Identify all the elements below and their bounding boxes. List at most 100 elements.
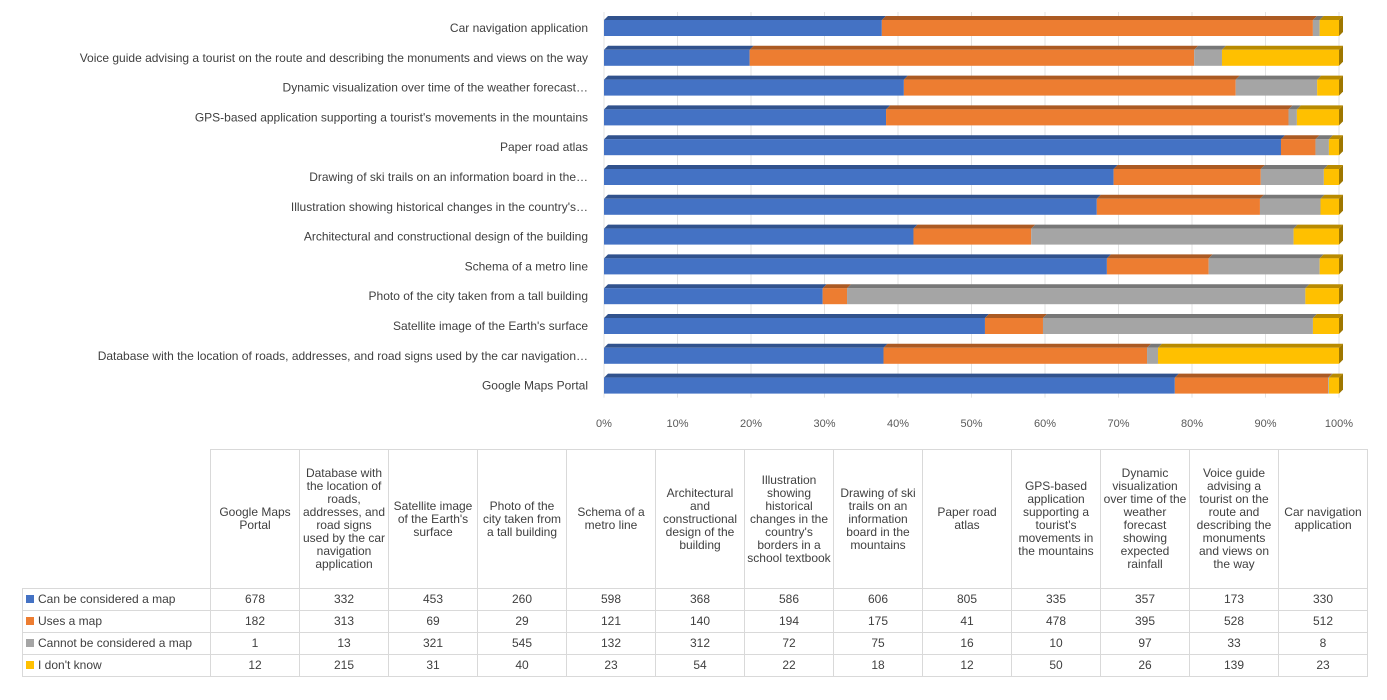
bar-segment-top	[1235, 75, 1322, 80]
category-label: Database with the location of roads, add…	[98, 349, 588, 363]
bar-segment-top	[1221, 45, 1343, 50]
bar-segment	[1260, 169, 1324, 185]
table-cell: 75	[833, 632, 923, 655]
category-label: Car navigation application	[450, 21, 588, 35]
table-cell: 12	[210, 654, 300, 677]
bar-segment	[1194, 49, 1222, 66]
table-cell: 512	[1278, 610, 1368, 633]
legend-entry: Cannot be considered a map	[22, 632, 211, 655]
bar-segment	[604, 377, 1175, 394]
bar-segment-top	[1315, 135, 1333, 140]
bar-segment-top	[1288, 105, 1301, 110]
bar-segment-top	[1328, 135, 1343, 140]
x-tick-label: 0%	[596, 418, 612, 430]
table-cell: 598	[566, 588, 656, 611]
bar-segment	[1096, 198, 1260, 215]
table-cell: 215	[299, 654, 389, 677]
bar-segment	[1328, 139, 1339, 156]
legend-entry: Uses a map	[22, 610, 211, 633]
bar-segment	[604, 288, 823, 305]
bar-segment-top	[1260, 165, 1328, 169]
table-cell: 10	[1011, 632, 1101, 655]
bar-segment	[1174, 377, 1329, 394]
bar-segment	[604, 109, 887, 126]
table-cell: 175	[833, 610, 923, 633]
table-column-header: Paper road atlas	[922, 449, 1012, 589]
table-cell: 72	[744, 632, 834, 655]
legend-label: Can be considered a map	[38, 592, 176, 606]
x-tick-label: 10%	[666, 418, 688, 430]
bar-segment	[604, 258, 1107, 275]
table-cell: 121	[566, 610, 656, 633]
bar-segment	[1312, 318, 1339, 334]
table-cell: 26	[1100, 654, 1190, 677]
bar-segment-top	[1328, 373, 1333, 378]
table-cell: 40	[477, 654, 567, 677]
category-label: Schema of a metro line	[465, 259, 589, 273]
bar-side	[1339, 373, 1343, 394]
table-cell: 23	[1278, 654, 1368, 677]
bar-segment	[1208, 258, 1320, 275]
table-cell: 8	[1278, 632, 1368, 655]
bar-segment	[1113, 169, 1261, 185]
bar-segment	[913, 228, 1032, 245]
bar-segment	[1319, 258, 1339, 275]
bar-segment-top	[1106, 254, 1213, 259]
bar-segment	[604, 139, 1281, 156]
legend-swatch	[26, 617, 34, 625]
table-cell: 140	[655, 610, 745, 633]
stacked-bar-chart: Car navigation application Voice guide ad…	[80, 12, 1353, 430]
bar-segment	[886, 109, 1289, 126]
table-cell: 586	[744, 588, 834, 611]
table-cell: 805	[922, 588, 1012, 611]
table-cell: 23	[566, 654, 656, 677]
table-cell: 41	[922, 610, 1012, 633]
table-column-header: Schema of a metro line	[566, 449, 656, 589]
table-cell: 332	[299, 588, 389, 611]
category-label: GPS-based application supporting a touri…	[195, 110, 588, 124]
table-column-header: Satellite image of the Earth's surface	[388, 449, 478, 589]
bar-segment	[1288, 109, 1297, 126]
category-label: Dynamic visualization over time of the w…	[283, 81, 588, 95]
x-tick-label: 20%	[740, 418, 762, 430]
bar-segment-top	[604, 75, 908, 80]
bar-segment	[903, 79, 1236, 96]
bar-segment	[1293, 228, 1339, 245]
legend-swatch	[26, 595, 34, 603]
table-cell: 29	[477, 610, 567, 633]
table-cell: 528	[1189, 610, 1279, 633]
category-label: Google Maps Portal	[482, 379, 588, 393]
category-label: Drawing of ski trails on an information …	[309, 170, 588, 184]
bar-segment-top	[1096, 194, 1264, 199]
bar-segment	[1157, 347, 1339, 364]
bar-segment	[881, 20, 1313, 36]
table-row: Can be considered a map 678 332 453 260 598 36…	[22, 588, 1368, 611]
bar-segment-top	[604, 194, 1101, 199]
bar-segment	[1031, 228, 1294, 245]
x-tick-label: 30%	[813, 418, 835, 430]
bar-segment-top	[1319, 254, 1343, 259]
bar-segment-top	[604, 343, 888, 348]
bar-segment	[1323, 169, 1339, 185]
bar-segment	[822, 288, 848, 305]
table-cell: 132	[566, 632, 656, 655]
table-cell: 54	[655, 654, 745, 677]
x-tick-label: 40%	[887, 418, 909, 430]
legend-entry: I don't know	[22, 654, 211, 677]
bar-segment	[1328, 377, 1339, 394]
bar-segment-top	[1113, 165, 1265, 169]
bar-segment-top	[1157, 343, 1343, 348]
table-column-header: Voice guide advising a tourist on the ro…	[1189, 449, 1279, 589]
bar-side	[1339, 314, 1343, 334]
x-tick-label: 70%	[1107, 418, 1129, 430]
bar-segment	[1280, 139, 1316, 156]
x-tick-label: 90%	[1254, 418, 1276, 430]
bar-segment	[1042, 318, 1313, 334]
bar-segment-top	[1208, 254, 1324, 259]
table-cell: 12	[922, 654, 1012, 677]
table-cell: 22	[744, 654, 834, 677]
table-cell: 13	[299, 632, 389, 655]
table-cell: 1	[210, 632, 300, 655]
table-cell: 321	[388, 632, 478, 655]
bar-side	[1339, 16, 1343, 36]
